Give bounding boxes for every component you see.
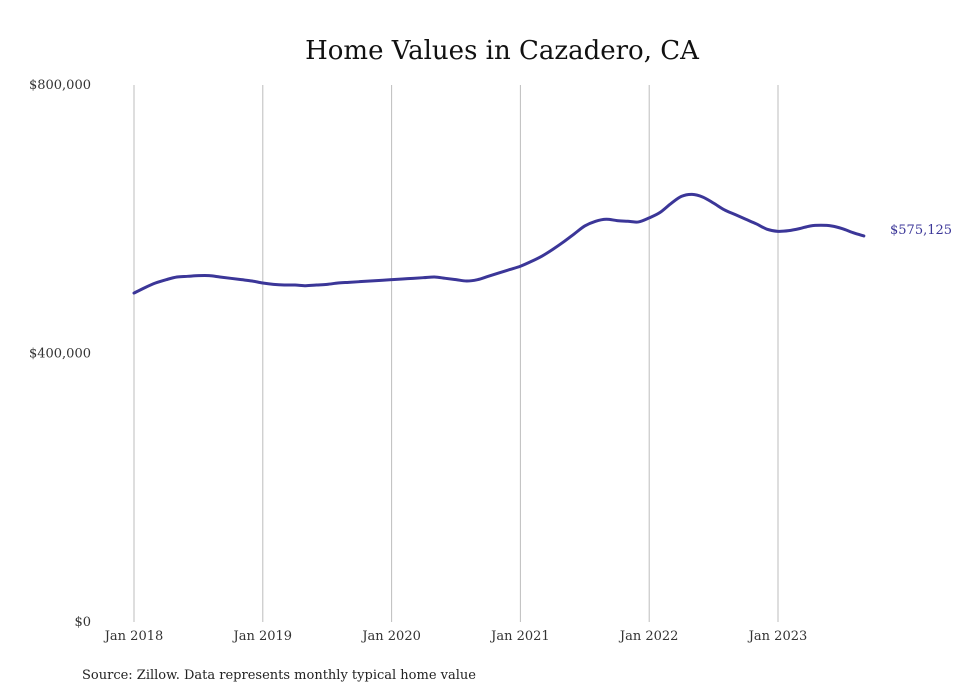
chart-title: Home Values in Cazadero, CA — [305, 36, 700, 66]
x-axis-ticks: Jan 2018 Jan 2019 Jan 2020 Jan 2021 Jan 2022… — [103, 629, 808, 644]
x-tick-label: Jan 2018 — [103, 629, 164, 644]
series-line — [132, 192, 866, 295]
gridlines — [133, 85, 779, 622]
y-tick-label: $400,000 — [29, 347, 91, 362]
x-tick-label: Jan 2019 — [232, 629, 293, 644]
y-tick-label: $800,000 — [29, 78, 91, 93]
series-layer — [132, 192, 866, 295]
end-value-label: $575,125 — [890, 223, 952, 238]
source-note: Source: Zillow. Data represents monthly … — [82, 668, 476, 683]
x-tick-label: Jan 2022 — [618, 629, 679, 644]
y-tick-label: $0 — [74, 615, 91, 630]
x-tick-label: Jan 2020 — [360, 629, 421, 644]
y-axis-ticks: $0 $400,000 $800,000 — [29, 78, 91, 630]
x-tick-label: Jan 2021 — [489, 629, 550, 644]
x-tick-label: Jan 2023 — [747, 629, 808, 644]
